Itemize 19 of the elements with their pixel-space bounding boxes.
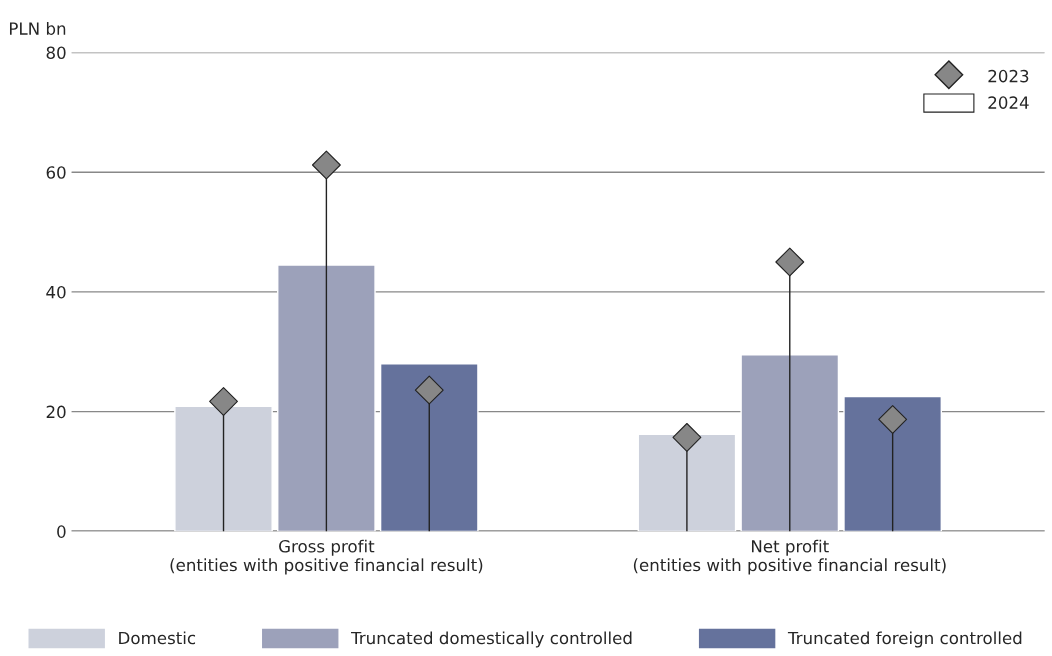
bar bbox=[379, 363, 479, 532]
annotation: 2024 bbox=[988, 96, 1029, 109]
bar bbox=[843, 395, 942, 532]
x-tick-label: Net profit (entities with positive financial result) bbox=[633, 539, 946, 575]
y-tick-label: 20 bbox=[46, 405, 66, 419]
bar bbox=[637, 433, 737, 532]
bar bbox=[174, 405, 273, 532]
y-tick-label: 60 bbox=[46, 166, 66, 179]
y-tick-label: 0 bbox=[57, 525, 66, 538]
legend-label: Truncated foreign controlled bbox=[787, 631, 1022, 648]
y-tick-label: 80 bbox=[46, 46, 66, 60]
legend-label: 2023 bbox=[988, 69, 1029, 83]
legend-label: Domestic bbox=[119, 631, 196, 645]
y-tick-label: 40 bbox=[46, 285, 66, 299]
bar bbox=[740, 354, 840, 532]
bar bbox=[277, 264, 376, 532]
legend-label: Truncated domestically controlled bbox=[351, 631, 632, 648]
y-axis-title: PLN bn bbox=[9, 21, 66, 35]
x-tick-label: Gross profit (entities with positive financial result) bbox=[170, 539, 483, 575]
